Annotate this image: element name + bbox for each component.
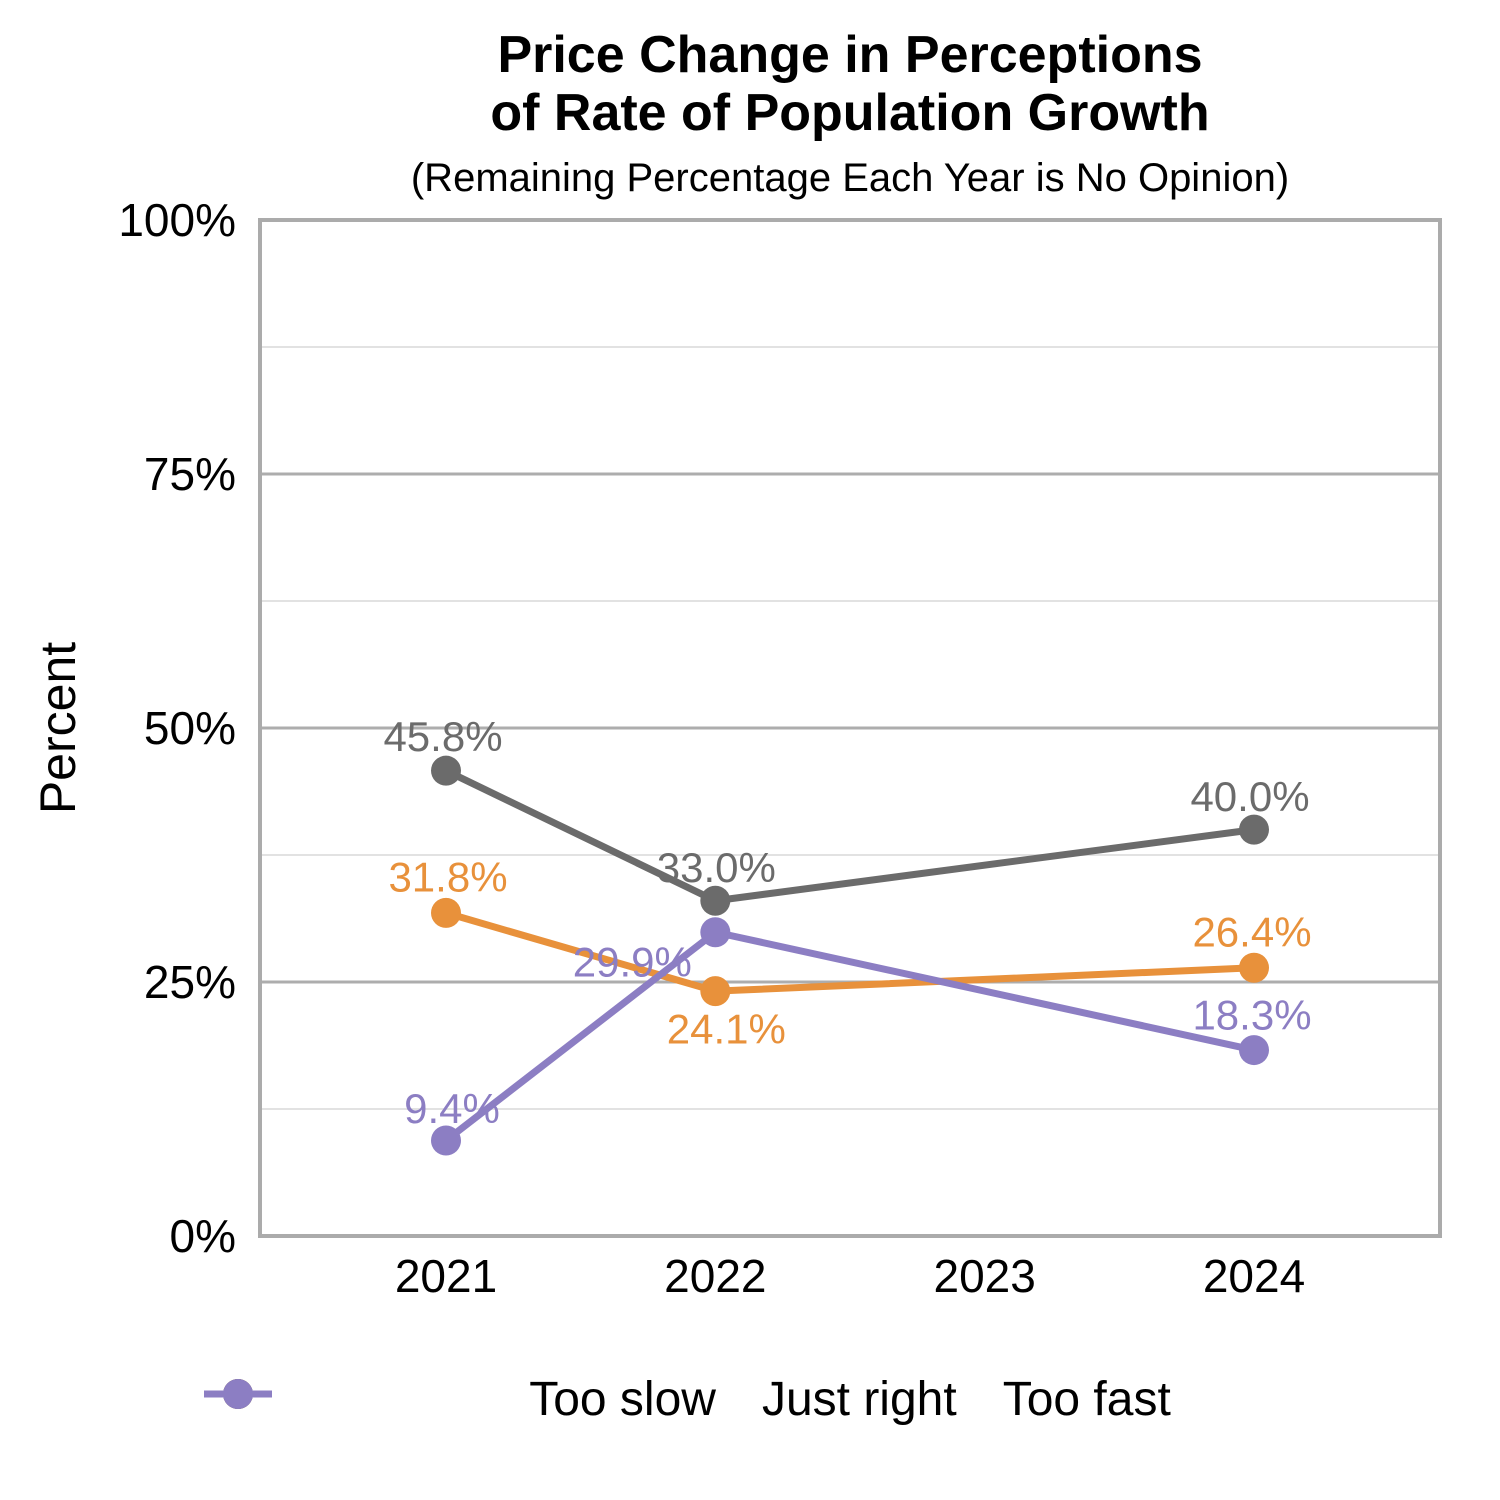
x-tick-label: 2024: [1203, 1250, 1305, 1302]
legend-label: Too slow: [529, 1373, 716, 1426]
legend: Too slow Just right Too fast: [200, 1372, 1500, 1427]
y-tick-label: 25%: [144, 956, 236, 1008]
data-label-just-right-2024: 40.0%: [1190, 773, 1309, 820]
data-label-too-slow-2022: 24.1%: [667, 1006, 786, 1053]
series-line-too-slow: [442, 909, 1258, 995]
y-tick-label: 100%: [118, 194, 236, 246]
y-tick-label: 50%: [144, 702, 236, 754]
data-point-just-right-2022: [700, 885, 731, 916]
data-point-too-slow-2021: [431, 897, 461, 928]
data-point-too-fast-2021: [431, 1125, 461, 1156]
data-point-too-fast-2024: [1239, 1035, 1269, 1066]
data-label-too-slow-2024: 26.4%: [1192, 908, 1311, 955]
chart-header: Price Change in Perceptions of Rate of Po…: [200, 26, 1500, 201]
chart-subtitle: (Remaining Percentage Each Year is No Op…: [410, 156, 1290, 200]
data-label-just-right-2022: 33.0%: [657, 844, 776, 891]
data-point-just-right-2021: [431, 755, 461, 786]
chart-title: Price Change in Perceptions of Rate of Po…: [490, 26, 1210, 142]
legend-item-too-fast: Too fast: [204, 1372, 1171, 1427]
y-tick-label: 0%: [170, 1210, 236, 1262]
x-tick-label: 2022: [664, 1250, 766, 1302]
data-label-just-right-2021: 45.8%: [383, 713, 502, 760]
legend-item-too-slow: Too slow: [204, 1372, 716, 1427]
legend-item-just-right: Just right: [204, 1372, 957, 1427]
data-point-too-fast-2022: [700, 917, 731, 948]
data-label-too-fast-2021: 9.4%: [404, 1085, 500, 1132]
x-tick-label: 2021: [395, 1250, 497, 1302]
data-label-too-fast-2022: 29.9%: [573, 939, 692, 986]
data-point-just-right-2024: [1239, 814, 1269, 845]
data-label-too-slow-2021: 31.8%: [388, 853, 507, 900]
y-tick-label: 75%: [144, 448, 236, 500]
data-label-too-fast-2024: 18.3%: [1192, 992, 1311, 1039]
legend-label: Just right: [761, 1373, 957, 1426]
plot-border: [258, 218, 1442, 1238]
series-line-just-right: [442, 767, 1258, 905]
data-point-too-slow-2024: [1239, 952, 1269, 983]
data-point-too-slow-2022: [700, 976, 731, 1007]
x-tick-label: 2023: [933, 1250, 1035, 1302]
legend-marker-icon: [204, 1379, 272, 1409]
legend-label: Too fast: [1002, 1373, 1171, 1426]
